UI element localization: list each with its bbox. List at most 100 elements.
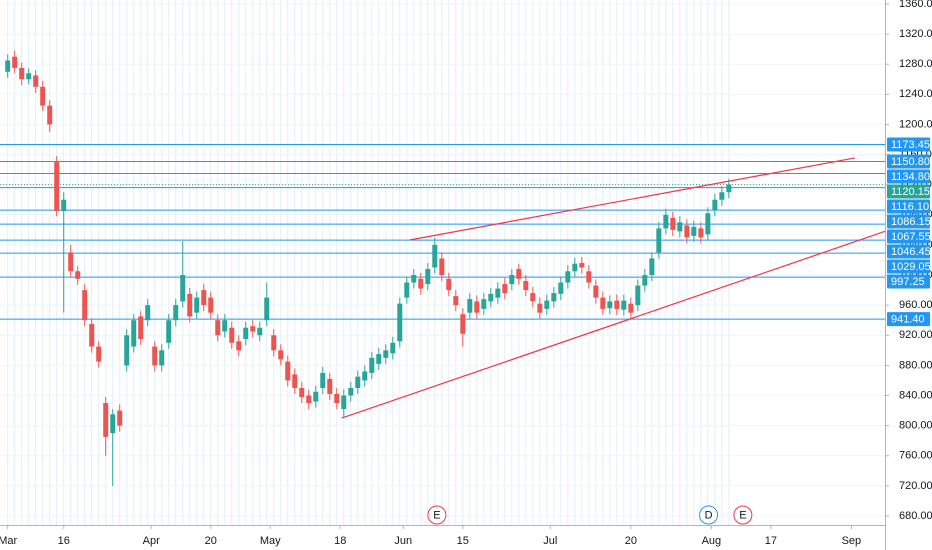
- x-tick-label: Apr: [143, 535, 160, 547]
- price-label-text: 1029.05: [891, 261, 931, 273]
- candle-body: [250, 326, 256, 332]
- x-tick-label: Jul: [543, 535, 557, 547]
- candle-body: [628, 303, 634, 313]
- candle-body: [138, 316, 144, 340]
- x-tick-label: Sep: [842, 535, 862, 547]
- candle-body: [334, 393, 340, 404]
- x-tick-label: Mar: [0, 535, 18, 547]
- candle-body: [579, 262, 585, 268]
- price-label-box: [887, 169, 930, 184]
- candle-body: [397, 303, 403, 342]
- trendline: [409, 157, 856, 241]
- y-tick-label: 1280.00: [899, 58, 932, 70]
- candle-body: [96, 346, 102, 362]
- candle-body: [509, 275, 515, 285]
- event-marker: [733, 505, 753, 525]
- candle-body: [586, 271, 592, 283]
- candle-body: [642, 275, 648, 286]
- candle-body: [299, 387, 305, 398]
- price-label-box: [887, 154, 930, 169]
- candle-body: [649, 258, 655, 276]
- candle-body: [670, 217, 676, 230]
- price-label: 1173.45: [887, 137, 930, 152]
- candle-body: [376, 354, 382, 364]
- candle-body: [5, 60, 11, 72]
- candle-body: [390, 342, 396, 354]
- candle-body: [271, 335, 277, 351]
- y-tick-label: 1240.00: [899, 88, 932, 100]
- candle-body: [635, 285, 641, 306]
- price-label-text: 1046.45: [891, 246, 931, 258]
- candle-body: [180, 275, 186, 302]
- price-label-text: 1173.45: [891, 139, 930, 151]
- candle-body: [481, 299, 487, 309]
- event-marker: [699, 505, 719, 525]
- candle-body: [89, 323, 95, 347]
- candle-body: [257, 327, 263, 336]
- x-tick-label: 18: [334, 535, 346, 547]
- y-tick-label: 1360.00: [899, 0, 932, 10]
- candle-body: [523, 281, 529, 291]
- candle-body: [719, 192, 725, 200]
- price-label-box: [887, 274, 930, 289]
- candle-body: [698, 228, 704, 238]
- x-tick-label: 16: [58, 535, 70, 547]
- candle-body: [572, 263, 578, 272]
- candle-body: [544, 300, 550, 309]
- candle-body: [614, 300, 620, 309]
- event-label: D: [705, 509, 713, 521]
- price-label-box: [887, 244, 930, 259]
- candle-body: [691, 226, 697, 236]
- candle-body: [208, 297, 214, 313]
- candle-body: [551, 293, 557, 302]
- candle-body: [530, 293, 536, 302]
- candle-body: [418, 278, 424, 289]
- price-label: 1046.45: [887, 244, 931, 259]
- candle-body: [362, 371, 368, 381]
- price-label: 941.40: [887, 312, 930, 327]
- candle-body: [460, 314, 466, 334]
- price-label-text: 1150.80: [891, 156, 930, 168]
- candle-body: [306, 395, 312, 404]
- event-label: E: [739, 509, 746, 521]
- candle-body: [726, 184, 732, 193]
- candle-body: [411, 275, 417, 283]
- candle-body: [145, 305, 151, 321]
- price-label-box: [887, 184, 930, 199]
- price-label-box: [887, 229, 930, 244]
- candle-body: [439, 258, 445, 276]
- price-label: 1067.55: [887, 229, 931, 244]
- candle-body: [82, 290, 88, 321]
- candle-body: [194, 297, 200, 313]
- candle-body: [26, 73, 32, 80]
- candle-body: [75, 271, 81, 279]
- candle-body: [677, 222, 683, 232]
- x-tick-label: Aug: [702, 535, 722, 547]
- y-tick-label: 840.00: [899, 389, 932, 401]
- candle-body: [103, 403, 109, 437]
- price-label-text: 941.40: [891, 314, 925, 326]
- price-label-text: 1116.10: [891, 201, 929, 213]
- event-label: E: [433, 509, 440, 521]
- x-tick-label: 20: [625, 535, 637, 547]
- price-label-text: 1067.55: [891, 231, 931, 243]
- x-tick-label: 17: [765, 535, 777, 547]
- candle-body: [124, 335, 130, 366]
- candle-body: [285, 361, 291, 381]
- candle-body: [453, 296, 459, 306]
- candle-body: [565, 271, 571, 283]
- price-label: 1116.10: [887, 199, 930, 214]
- y-tick-label: 1200.00: [899, 118, 932, 130]
- price-label: 1086.15: [887, 214, 931, 229]
- candle-body: [68, 252, 74, 272]
- candle-body: [313, 391, 319, 402]
- y-tick-label: 920.00: [899, 329, 932, 341]
- candle-body: [467, 299, 473, 313]
- candle-body: [117, 410, 123, 426]
- candle-body: [684, 225, 690, 238]
- candle-body: [173, 305, 179, 321]
- candle-body: [425, 269, 431, 285]
- candle-body: [187, 293, 193, 317]
- price-label: 997.25: [887, 274, 930, 289]
- candle-body: [61, 199, 67, 212]
